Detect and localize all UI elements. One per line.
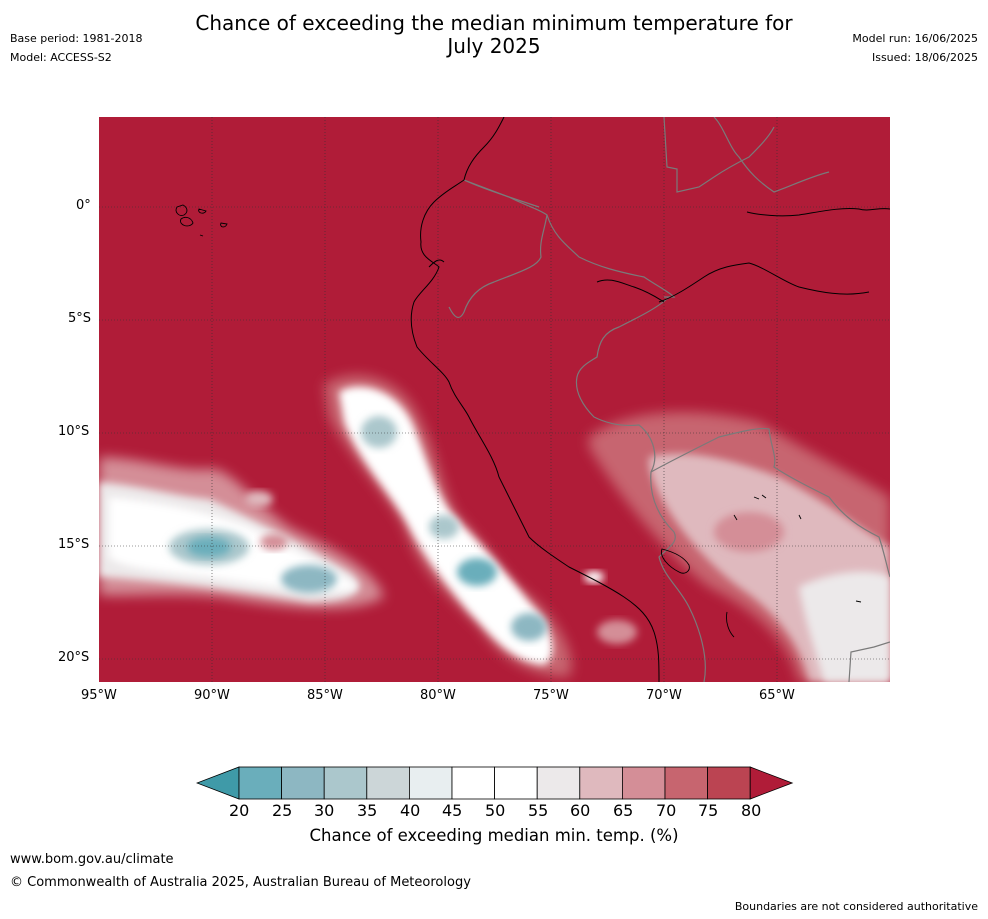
colorbar-label: Chance of exceeding median min. temp. (%… <box>309 826 679 845</box>
colorbar-tick: 30 <box>314 801 335 820</box>
copyright-text: © Commonwealth of Australia 2025, Austra… <box>10 875 471 890</box>
colorbar-cell <box>579 766 623 800</box>
colorbar-cell <box>366 766 410 800</box>
model-text: Model: ACCESS-S2 <box>10 51 112 64</box>
base-period-text: Base period: 1981-2018 <box>10 32 143 45</box>
lat-label-0: 0° <box>76 198 91 213</box>
lat-label-10s: 10°S <box>58 424 90 439</box>
map-figure <box>99 117 890 682</box>
lat-label-5s: 5°S <box>68 311 92 326</box>
lon-label-95w: 95°W <box>81 688 117 703</box>
colorbar-tick: 25 <box>272 801 293 820</box>
disclaimer-text: Boundaries are not considered authoritat… <box>734 900 978 913</box>
colorbar-cell <box>494 766 538 800</box>
lon-label-90w: 90°W <box>194 688 230 703</box>
colorbar-tick: 55 <box>528 801 549 820</box>
model-run-text: Model run: 16/06/2025 <box>852 32 978 45</box>
colorbar <box>196 766 794 800</box>
colorbar-cell <box>451 766 495 800</box>
title-line-1: Chance of exceeding the median minimum t… <box>195 11 793 35</box>
contour-region-central <box>324 375 637 677</box>
title-line-2: July 2025 <box>447 34 541 58</box>
colorbar-extend-high <box>749 766 794 800</box>
contour-region-east <box>589 412 890 682</box>
colorbar-tick: 45 <box>442 801 463 820</box>
colorbar-tick: 75 <box>698 801 719 820</box>
colorbar-tick: 70 <box>656 801 677 820</box>
colorbar-tick: 60 <box>570 801 591 820</box>
graticule <box>99 117 890 682</box>
lon-label-75w: 75°W <box>533 688 569 703</box>
colorbar-extend-low <box>196 766 240 800</box>
colorbar-tick: 20 <box>229 801 250 820</box>
country-borders <box>448 117 890 682</box>
colorbar-tick: 50 <box>485 801 506 820</box>
colorbar-cell <box>281 766 325 800</box>
colorbar-cell <box>238 766 282 800</box>
colorbar-tick: 80 <box>741 801 762 820</box>
colorbar-cell <box>323 766 368 800</box>
lat-label-20s: 20°S <box>58 650 90 665</box>
page-title: Chance of exceeding the median minimum t… <box>0 12 988 58</box>
colorbar-cell <box>408 766 453 800</box>
contour-region-west <box>99 457 384 609</box>
lon-label-85w: 85°W <box>307 688 343 703</box>
lon-label-65w: 65°W <box>759 688 795 703</box>
colorbar-tick: 65 <box>613 801 634 820</box>
coastlines <box>410 117 890 682</box>
colorbar-cell <box>621 766 666 800</box>
colorbar-tick: 35 <box>357 801 378 820</box>
lon-label-80w: 80°W <box>420 688 456 703</box>
issued-text: Issued: 18/06/2025 <box>871 51 978 64</box>
colorbar-tick: 40 <box>400 801 421 820</box>
lat-label-15s: 15°S <box>58 537 90 552</box>
islands-lakes <box>175 204 862 638</box>
colorbar-cell <box>707 766 751 800</box>
colorbar-cell <box>664 766 708 800</box>
lon-label-70w: 70°W <box>646 688 682 703</box>
colorbar-cell <box>536 766 581 800</box>
website-text: www.bom.gov.au/climate <box>10 852 174 867</box>
colorbar-ticks: 20 25 30 35 40 45 50 55 60 65 70 75 80 <box>0 801 988 821</box>
